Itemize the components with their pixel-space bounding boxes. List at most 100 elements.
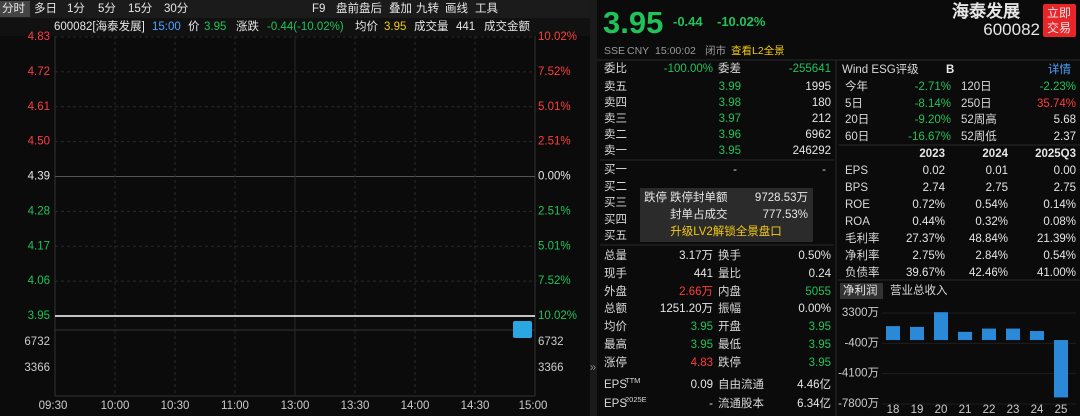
expand-icon[interactable]: » [590, 362, 596, 374]
toolbar-tab[interactable]: 1分 [67, 3, 85, 15]
trade-button-text[interactable]: 交易 [1046, 21, 1072, 35]
toolbar-tab[interactable]: 5分 [98, 3, 116, 15]
return-label: 5日 [845, 97, 863, 110]
y-tick-label: 3300万 [842, 307, 879, 319]
quote-l2-link[interactable]: 查看L2全景 [731, 45, 785, 57]
info-time: 15:00 [152, 21, 181, 33]
bid-level: 买二 [604, 180, 627, 193]
fin-value: 0.72% [912, 199, 945, 211]
y-tick-label: -4100万 [838, 368, 879, 380]
ratio-value: -100.00% [663, 63, 713, 75]
return-value: -16.67% [908, 130, 951, 143]
fin-value: 0.14% [1043, 199, 1076, 211]
toolbar-button[interactable]: 九转 [416, 3, 439, 15]
bid-level: 买一 [604, 164, 627, 176]
stat-label: 自由流通 [718, 379, 764, 391]
toolbar-button[interactable]: 叠加 [389, 3, 412, 15]
toolbar-tab[interactable]: 分时 [2, 3, 25, 15]
stat-label: 最低 [718, 339, 741, 351]
bid-price: - [733, 164, 737, 176]
pct-tick-label: 7.52% [538, 66, 571, 78]
stat-label: 总额 [604, 303, 627, 316]
x-tick-label: 19 [911, 404, 924, 416]
return-label: 250日 [961, 97, 992, 110]
stat-value: 3.95 [690, 321, 713, 334]
esg-link[interactable]: 详情 [1048, 64, 1071, 76]
quote-exchange: SSE [604, 45, 626, 57]
chart-tab[interactable]: 营业总收入 [890, 285, 948, 297]
return-label: 今年 [845, 81, 868, 93]
change-pct: -10.02% [717, 14, 766, 29]
time-label: 14:00 [401, 400, 430, 412]
time-label: 15:00 [519, 400, 548, 412]
toolbar-bg [0, 0, 590, 18]
stat-label: 跌停 [718, 356, 741, 369]
pct-tick-label: 2.51% [538, 136, 571, 148]
ask-price: 3.95 [718, 145, 741, 157]
bar [934, 312, 948, 341]
info-avg-label: 均价 [355, 21, 378, 33]
stat-value: 0.00% [798, 303, 831, 316]
fin-value: 21.39% [1036, 233, 1076, 245]
return-label: 120日 [961, 81, 992, 93]
volume-tick-label: 6732 [538, 336, 564, 348]
stat-value: 1251.20万 [659, 303, 713, 316]
stat-value: 6.34亿 [797, 398, 831, 410]
info-amount-label: 成交金额 [484, 21, 530, 33]
fin-value: 0.00 [1053, 165, 1076, 177]
quote-status: 闭市 [705, 45, 726, 57]
toolbar-button[interactable]: 盘前盘后 [336, 3, 382, 15]
tab-selected [840, 283, 883, 299]
stat-label: 现手 [604, 267, 627, 280]
toolbar-tab[interactable]: 多日 [34, 3, 57, 15]
fin-value: 39.67% [905, 267, 945, 279]
popup-label: 封单占成交 [670, 209, 728, 221]
fin-value: 0.01 [985, 165, 1008, 177]
trade-button[interactable] [1043, 4, 1076, 37]
stat-value: 4.46亿 [797, 379, 831, 391]
toolbar-button[interactable]: F9 [312, 3, 326, 15]
float-widget[interactable] [513, 321, 532, 338]
toolbar-tab[interactable]: 15分 [128, 3, 153, 15]
stat-value: 3.95 [808, 339, 831, 351]
stat-value: 5055 [805, 285, 831, 298]
info-change: -0.44(-10.02%) [267, 21, 344, 33]
eps-value: 0.09 [690, 379, 713, 391]
chart-tab[interactable]: 净利润 [843, 285, 878, 297]
fin-value: 48.84% [968, 233, 1008, 245]
time-label: 10:30 [161, 400, 190, 412]
ratio-label: 委差 [718, 63, 741, 75]
esg-label: Wind ESG评级 [842, 64, 919, 76]
splitter[interactable] [590, 0, 597, 416]
price-tick-label: 4.17 [28, 240, 50, 252]
bar [910, 326, 924, 341]
toolbar-tab[interactable]: 30分 [164, 3, 189, 15]
stat-value: 3.95 [808, 321, 831, 334]
price-tick-label: 3.95 [28, 310, 50, 322]
eps-sup: TTM [625, 376, 641, 385]
ask-volume: 180 [811, 97, 831, 109]
stat-label: 总量 [604, 250, 627, 262]
stat-value: 0.50% [798, 250, 831, 262]
fin-value: 0.54% [975, 199, 1008, 211]
time-label: 13:30 [341, 400, 370, 412]
quote-currency: CNY [627, 45, 650, 57]
quote-time: 15:00:02 [655, 45, 696, 57]
popup-bg [640, 188, 813, 242]
bid-level: 买三 [604, 197, 627, 209]
toolbar-button[interactable]: 工具 [475, 3, 498, 15]
bar [958, 331, 972, 341]
stat-label: 振幅 [718, 303, 741, 316]
eps-value: - [709, 398, 713, 410]
upgrade-link[interactable]: 升级LV2解锁全景盘口 [670, 226, 782, 238]
bar [886, 326, 900, 341]
tab-selected [0, 1, 30, 17]
price-tick-label: 4.06 [28, 275, 50, 287]
return-label: 52周低 [961, 130, 997, 143]
trade-button-text[interactable]: 立即 [1046, 6, 1072, 20]
toolbar-button[interactable]: 画线 [445, 3, 468, 15]
stat-label: 量比 [718, 267, 741, 280]
eps-label: EPS [604, 379, 628, 391]
return-value: -2.71% [914, 81, 951, 93]
